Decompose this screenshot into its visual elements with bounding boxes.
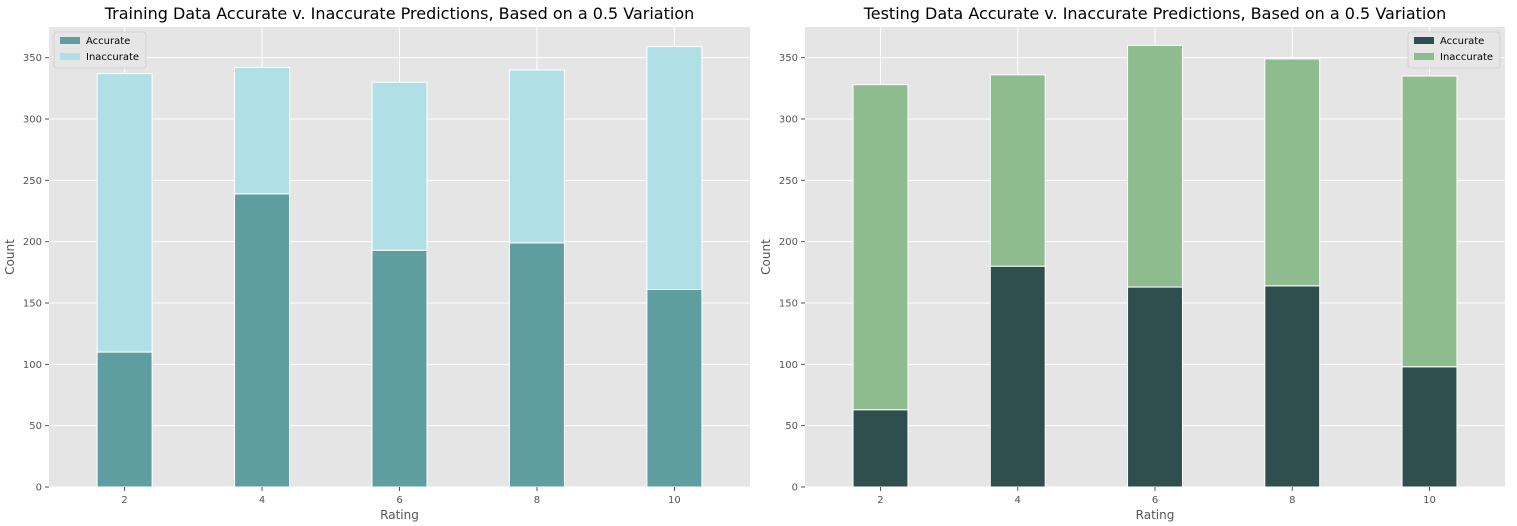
testing-legend-swatch-inaccurate — [1414, 53, 1434, 60]
testing-y-tick-label: 150 — [779, 299, 798, 310]
training-bar-accurate-10 — [646, 289, 703, 488]
testing-bar-accurate-4 — [989, 265, 1046, 488]
testing-bar-accurate-2 — [852, 409, 909, 488]
testing-bar-inaccurate-2 — [852, 84, 909, 411]
training-bars — [96, 46, 703, 488]
testing-bar-inaccurate-10 — [1401, 75, 1458, 368]
training-legend-swatch-accurate — [60, 37, 80, 44]
testing-bars — [852, 44, 1458, 488]
training-bar-accurate-4 — [234, 193, 291, 488]
training-y-tick-label: 100 — [23, 360, 42, 371]
training-y-tick-label: 300 — [23, 115, 42, 126]
training-y-tick-label: 200 — [23, 237, 42, 248]
training-y-tick-label: 150 — [23, 299, 42, 310]
training-y-tick-label: 350 — [23, 53, 42, 64]
training-bar-accurate-6 — [371, 249, 428, 488]
testing-chart: 0 50 100 150 200 250 300 350 2 4 6 8 10 Testing Data… — [759, 4, 1505, 522]
testing-y-tick-label: 250 — [779, 176, 798, 187]
testing-bar-accurate-10 — [1401, 366, 1458, 488]
testing-bar-inaccurate-4 — [989, 74, 1046, 267]
testing-bar-accurate-8 — [1264, 285, 1321, 488]
training-x-tick-label: 8 — [534, 495, 540, 506]
testing-y-tick-label: 200 — [779, 237, 798, 248]
training-y-tick-label: 250 — [23, 176, 42, 187]
testing-x-tick-label: 6 — [1152, 495, 1158, 506]
training-x-tick-label: 6 — [396, 495, 402, 506]
training-bar-inaccurate-2 — [96, 73, 153, 353]
training-y-axis-label: Count — [3, 239, 17, 275]
training-ticks: 0 50 100 150 200 250 300 350 2 4 6 8 10 — [23, 53, 681, 506]
training-bar-inaccurate-8 — [508, 69, 565, 244]
training-bar-inaccurate-6 — [371, 81, 428, 251]
testing-legend-label-accurate: Accurate — [1440, 36, 1484, 47]
training-y-tick-label: 50 — [29, 421, 42, 432]
testing-x-tick-label: 4 — [1015, 495, 1021, 506]
training-legend: Accurate Inaccurate — [53, 31, 147, 69]
testing-x-tick-label: 2 — [877, 495, 883, 506]
testing-y-tick-label: 50 — [785, 421, 798, 432]
training-chart-title: Training Data Accurate v. Inaccurate Pre… — [104, 4, 695, 23]
testing-x-tick-label: 8 — [1289, 495, 1295, 506]
testing-x-tick-label: 10 — [1423, 495, 1436, 506]
testing-y-tick-label: 0 — [792, 483, 798, 494]
training-x-axis-label: Rating — [380, 508, 419, 522]
training-chart: 0 50 100 150 200 250 300 350 2 4 6 8 10 Training Dat… — [3, 4, 750, 522]
training-bar-inaccurate-4 — [234, 66, 291, 195]
training-x-tick-label: 4 — [259, 495, 265, 506]
training-x-tick-label: 10 — [668, 495, 681, 506]
testing-bar-accurate-6 — [1127, 286, 1183, 488]
training-y-tick-label: 0 — [36, 483, 42, 494]
training-bar-inaccurate-10 — [646, 46, 703, 291]
testing-y-tick-label: 350 — [779, 53, 798, 64]
testing-ticks: 0 50 100 150 200 250 300 350 2 4 6 8 10 — [779, 53, 1436, 506]
training-bar-accurate-2 — [96, 351, 153, 488]
testing-bar-inaccurate-8 — [1264, 58, 1321, 287]
testing-legend-swatch-accurate — [1414, 37, 1434, 44]
training-legend-label-accurate: Accurate — [86, 36, 130, 47]
testing-x-axis-label: Rating — [1136, 508, 1175, 522]
testing-legend: Accurate Inaccurate — [1407, 31, 1501, 69]
testing-chart-title: Testing Data Accurate v. Inaccurate Pred… — [863, 4, 1447, 23]
training-x-tick-label: 2 — [121, 495, 127, 506]
training-legend-swatch-inaccurate — [60, 53, 80, 60]
training-bar-accurate-8 — [508, 242, 565, 488]
testing-y-tick-label: 100 — [779, 360, 798, 371]
testing-y-axis-label: Count — [759, 239, 773, 275]
training-legend-label-inaccurate: Inaccurate — [86, 52, 139, 63]
testing-legend-label-inaccurate: Inaccurate — [1440, 52, 1493, 63]
testing-y-tick-label: 300 — [779, 115, 798, 126]
testing-bar-inaccurate-6 — [1127, 44, 1183, 288]
